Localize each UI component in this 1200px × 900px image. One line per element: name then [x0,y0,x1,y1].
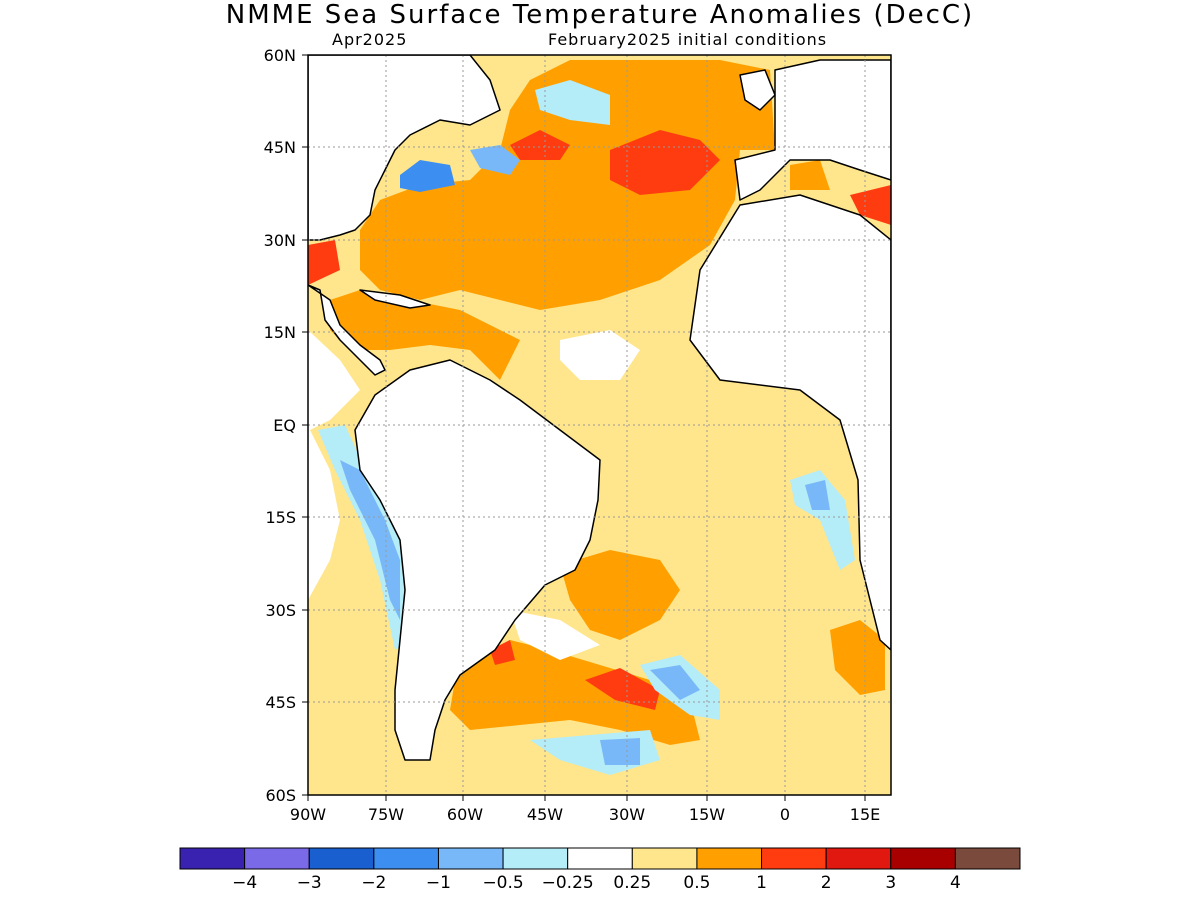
lat-label-60s: 60S [265,786,296,805]
colorbar-label: 0.25 [613,873,651,893]
lon-label-15w: 15W [689,805,725,824]
lon-label-0: 0 [780,805,790,824]
colorbar-swatch [244,847,310,870]
colorbar-swatch [502,847,569,870]
lat-label-eq: EQ [273,416,296,435]
colorbar-label: 1 [756,873,767,893]
lat-label-15s: 15S [265,508,296,527]
colorbar-swatch [179,847,246,870]
lat-label-30n: 30N [264,231,296,250]
colorbar-swatch [696,847,763,870]
colorbar-label: −0.5 [482,873,523,893]
anomaly-region-cyan-peru [318,425,410,650]
central-america-land [308,284,386,376]
longitude-labels: 90W 75W 60W 45W 30W 15W 0 15E [290,805,880,824]
south-america-land [354,359,601,761]
colorbar [179,847,1021,870]
colorbar-swatch [825,847,892,870]
colorbar-swatch [308,847,375,870]
colorbar-swatch [631,847,698,870]
lat-label-45s: 45S [265,693,296,712]
colorbar-swatch [437,847,504,870]
anomaly-region-blue-gulf-stream [400,160,455,192]
colorbar-swatch [373,847,439,870]
colorbar-swatch [954,847,1021,870]
anomaly-region-red-argentina [490,640,515,665]
lat-label-15n: 15N [264,323,296,342]
colorbar-label: −1 [426,873,451,893]
colorbar-label: −4 [232,873,257,893]
africa-land [689,194,891,651]
colorbar-label: −0.25 [542,873,594,893]
anomaly-region-cyan-labrador [535,80,610,125]
axis-ticks [302,54,866,801]
anomaly-region-blue-chile [340,460,400,620]
lon-label-15e: 15E [850,805,880,824]
anomaly-region-blue-angola [805,480,830,510]
anomaly-region-orange-south-atlantic [560,550,680,640]
colorbar-label: −3 [297,873,322,893]
lat-label-30s: 30S [265,601,296,620]
colorbar-swatch [761,847,827,870]
anomaly-region-blue-drake [600,738,640,765]
lon-label-90w: 90W [290,805,326,824]
anomaly-region-orange-north-atlantic [360,60,775,310]
anomaly-region-orange-south-africa [830,620,885,695]
anomaly-region-blue-south-atlantic [650,665,700,700]
colorbar-label: 0.5 [683,873,710,893]
anomaly-region-orange-caribbean [330,290,520,380]
anomaly-region-cyan-angola [790,470,855,570]
anomaly-region-light-blue-gulf-stream [470,145,520,175]
north-america-land [308,55,501,241]
latitude-labels: 60N 45N 30N 15N EQ 15S 30S 45S 60S [264,46,296,805]
britain-land [739,69,776,111]
lon-label-75w: 75W [368,805,404,824]
land-masses [308,55,891,761]
valid-month-label: Apr2025 [332,30,408,49]
cuba-land [359,289,431,309]
lat-label-45n: 45N [264,138,296,157]
colorbar-label: 3 [885,873,896,893]
colorbar-swatch [890,847,956,870]
colorbar-swatch [567,847,633,870]
anomaly-region-red-gulf [308,240,340,285]
anomaly-region-white-tropical [560,330,640,380]
colorbar-label: −2 [361,873,386,893]
initial-conditions-label: February2025 initial conditions [548,30,828,49]
anomaly-region-red-south-atlantic [585,668,660,710]
lat-label-60n: 60N [264,46,296,65]
colorbar-label: 4 [950,873,961,893]
map-title: NMME Sea Surface Temperature Anomalies (… [225,0,975,30]
lon-label-30w: 30W [609,805,645,824]
europe-land [734,59,891,201]
map-gridlines [308,55,891,795]
lon-label-45w: 45W [527,805,563,824]
anomaly-region-orange-argentina [450,640,700,745]
anomaly-region-white-south [510,610,600,660]
anomaly-region-orange-mediterranean [790,160,830,190]
colorbar-label: 2 [821,873,832,893]
colorbar-labels: −4 −3 −2 −1 −0.5 −0.25 0.25 0.5 1 2 3 4 [232,873,961,893]
anomaly-region-red-north-atlantic [610,130,720,195]
anomaly-region-red-grand-banks [510,130,570,160]
lon-label-60w: 60W [447,805,483,824]
